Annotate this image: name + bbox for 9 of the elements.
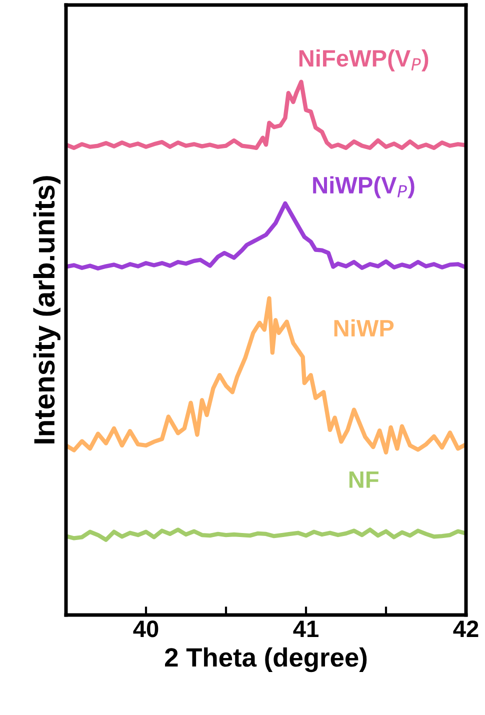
x-axis-title: 2 Theta (degree) bbox=[165, 647, 367, 672]
x-tick-label: 41 bbox=[293, 620, 318, 637]
series-label: NiFeWP(V$_{P}$) bbox=[299, 49, 428, 72]
series-label: NiWP bbox=[334, 319, 394, 336]
x-tick-label: 42 bbox=[453, 620, 478, 637]
series-label: NiWP(V$_{P}$) bbox=[313, 176, 414, 198]
x-tick-label: 40 bbox=[133, 620, 158, 638]
y-axis-title: Intensity (arb.units) bbox=[33, 176, 60, 444]
series-label: NF bbox=[349, 472, 378, 488]
